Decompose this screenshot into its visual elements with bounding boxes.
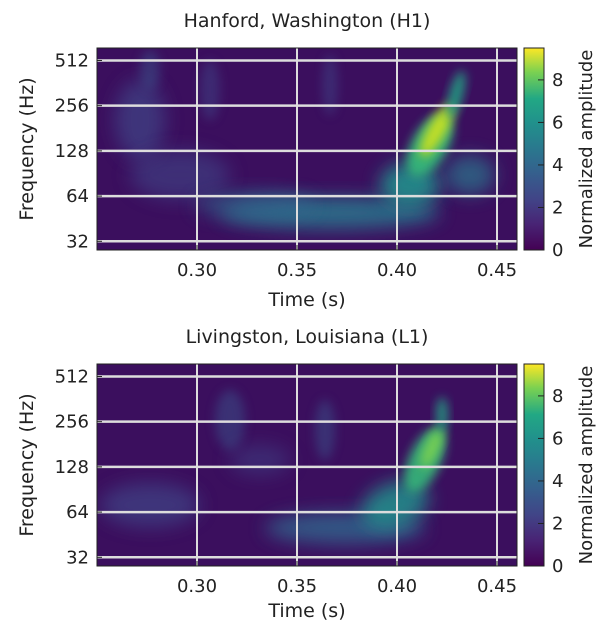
y-tick-label: 256 (55, 96, 89, 117)
colorbar (523, 363, 545, 567)
noise-blob (140, 50, 160, 90)
colorbar-tick-label: 2 (552, 197, 563, 218)
noise-blob (200, 60, 220, 120)
chart-panel-h1: Hanford, Washington (H1) 0.30 0.35 0.40 0.4… (16, 10, 597, 311)
y-tick-label: 512 (55, 366, 89, 387)
y-tick-label: 32 (66, 547, 89, 568)
noise-blob (230, 445, 290, 475)
y-tick-label: 128 (55, 457, 89, 478)
chart-title: Livingston, Louisiana (L1) (186, 326, 429, 348)
colorbar-tick-label: 4 (552, 471, 563, 492)
y-axis-label: Frequency (Hz) (16, 393, 38, 536)
noise-blob (215, 390, 245, 450)
signal-chirp (420, 103, 454, 157)
signal-chirp (420, 427, 444, 469)
colorbar-ticks: 0 2 4 6 8 (538, 70, 563, 261)
noise-blob (322, 55, 338, 115)
colorbar-label: Normalized amplitude (576, 366, 597, 565)
x-tick-label: 0.35 (277, 260, 317, 281)
heatmap-body (100, 390, 448, 544)
colorbar-label: Normalized amplitude (576, 50, 597, 249)
chart-title: Hanford, Washington (H1) (184, 10, 431, 32)
colorbar-tick-label: 6 (552, 428, 563, 449)
colorbar-tick-label: 0 (552, 556, 563, 577)
y-tick-label: 512 (55, 50, 89, 71)
plot-frame (96, 47, 518, 251)
noise-blob (100, 483, 200, 527)
signal-chirp (445, 155, 495, 195)
y-tick-label: 128 (55, 141, 89, 162)
noise-blob (115, 80, 165, 160)
colorbar (523, 47, 545, 251)
signal-chirp (361, 481, 429, 529)
colorbar-tick-label: 2 (552, 513, 563, 534)
signal-chirp (446, 70, 466, 120)
colorbar-ticks: 0 2 4 6 8 (538, 386, 563, 577)
x-ticks: 0.30 0.35 0.40 0.45 (177, 561, 517, 597)
x-tick-label: 0.40 (377, 260, 417, 281)
heatmap-body (115, 50, 495, 229)
x-axis-label: Time (s) (267, 289, 345, 311)
colorbar-tick-label: 8 (552, 386, 563, 407)
grid-lines (97, 48, 517, 250)
x-tick-label: 0.45 (477, 260, 517, 281)
grid-lines (97, 364, 517, 566)
y-tick-label: 256 (55, 412, 89, 433)
noise-blob (130, 150, 230, 200)
y-axis-label: Frequency (Hz) (16, 77, 38, 220)
colorbar-tick-label: 8 (552, 70, 563, 91)
x-tick-label: 0.30 (177, 260, 217, 281)
signal-band (195, 191, 315, 219)
chart-panel-l1: Livingston, Louisiana (L1) 0.30 0.35 0.40 0… (16, 326, 597, 622)
plot-frame (96, 363, 518, 567)
colorbar-tick-label: 6 (552, 112, 563, 133)
y-ticks: 32 64 128 256 512 (55, 50, 102, 252)
y-tick-label: 64 (66, 186, 89, 207)
x-ticks: 0.30 0.35 0.40 0.45 (177, 245, 517, 281)
y-ticks: 32 64 128 256 512 (55, 366, 102, 568)
y-tick-label: 64 (66, 502, 89, 523)
x-tick-label: 0.30 (177, 576, 217, 597)
noise-blob (315, 400, 335, 460)
signal-chirp (436, 397, 448, 433)
x-tick-label: 0.40 (377, 576, 417, 597)
y-tick-label: 32 (66, 231, 89, 252)
colorbar-tick-label: 0 (552, 240, 563, 261)
colorbar-tick-label: 4 (552, 155, 563, 176)
x-tick-label: 0.45 (477, 576, 517, 597)
x-tick-label: 0.35 (277, 576, 317, 597)
x-axis-label: Time (s) (267, 600, 345, 622)
